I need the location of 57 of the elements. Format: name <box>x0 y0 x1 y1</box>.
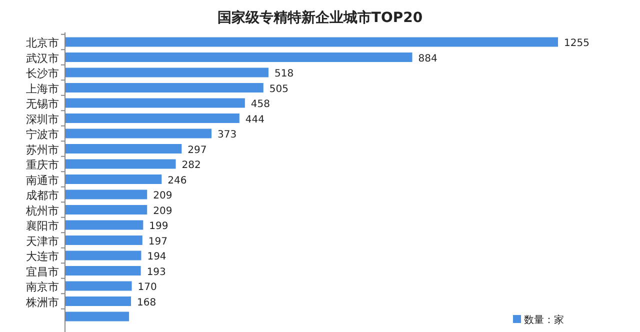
y-tick-label: 长沙市 <box>26 67 59 80</box>
data-label: 197 <box>148 236 168 248</box>
bar <box>65 312 130 322</box>
y-tick-label: 深圳市 <box>26 112 59 126</box>
data-label: 168 <box>136 297 156 308</box>
data-label: 199 <box>149 221 168 232</box>
bar <box>65 114 240 123</box>
y-tick-label: 杭州市 <box>25 204 59 218</box>
bar <box>65 281 132 291</box>
y-tick-label: 宜昌市 <box>26 265 59 278</box>
y-tick-label: 重庆市 <box>26 158 59 172</box>
bar <box>65 128 212 138</box>
data-label: 193 <box>146 266 166 278</box>
bar <box>65 68 268 78</box>
data-label: 1255 <box>564 38 590 49</box>
data-label: 209 <box>153 206 172 217</box>
bar <box>65 205 148 214</box>
y-tick-label: 宁波市 <box>26 128 59 141</box>
y-tick-label: 襄阳市 <box>26 220 59 232</box>
y-tick-label: 武汉市 <box>26 52 59 65</box>
chart-title: 国家级专精特新企业城市TOP20 <box>217 9 423 26</box>
bar <box>65 266 141 276</box>
y-tick-label: 天津市 <box>26 234 59 248</box>
bar <box>65 83 264 92</box>
bar <box>65 236 142 245</box>
bar <box>65 190 148 200</box>
y-tick-label: 南京市 <box>26 280 59 294</box>
bar <box>65 159 176 169</box>
data-label: 884 <box>418 53 438 64</box>
data-label: 282 <box>182 160 201 171</box>
bar <box>65 250 142 260</box>
bar <box>65 220 144 230</box>
y-tick-label: 上海市 <box>26 82 59 96</box>
y-tick-label: 无锡市 <box>26 98 59 110</box>
bar <box>65 174 162 184</box>
bar <box>65 98 245 108</box>
y-tick-label: 成都市 <box>26 189 59 202</box>
bar <box>65 37 558 47</box>
bar <box>65 296 131 306</box>
y-tick-label: 株洲市 <box>25 296 59 309</box>
data-label: 373 <box>218 130 237 140</box>
data-label: 194 <box>147 252 166 262</box>
data-label: 458 <box>250 99 270 110</box>
bar <box>65 52 412 62</box>
data-label: 170 <box>138 282 157 293</box>
legend-label: 数量：家 <box>524 314 564 326</box>
data-label: 444 <box>245 114 265 126</box>
y-tick-label: 大连市 <box>26 250 59 263</box>
data-label: 518 <box>274 68 294 80</box>
data-label: 505 <box>269 84 288 95</box>
data-label: 297 <box>188 144 207 156</box>
y-tick-label: 南通市 <box>26 174 59 187</box>
data-label: 246 <box>168 175 187 186</box>
data-label: 209 <box>153 190 172 202</box>
y-tick-label: 北京市 <box>26 36 59 50</box>
bar <box>65 144 182 154</box>
y-tick-label: 苏州市 <box>26 143 59 156</box>
